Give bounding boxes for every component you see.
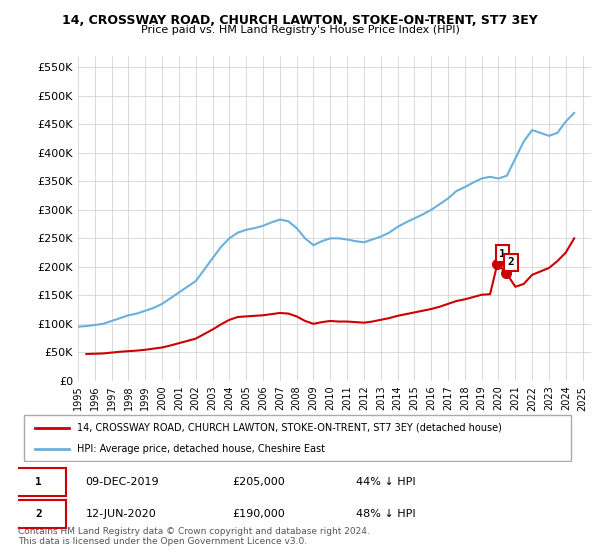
Text: HPI: Average price, detached house, Cheshire East: HPI: Average price, detached house, Ches… bbox=[77, 444, 325, 454]
Text: 14, CROSSWAY ROAD, CHURCH LAWTON, STOKE-ON-TRENT, ST7 3EY (detached house): 14, CROSSWAY ROAD, CHURCH LAWTON, STOKE-… bbox=[77, 423, 502, 433]
Text: £190,000: £190,000 bbox=[232, 509, 285, 519]
FancyBboxPatch shape bbox=[23, 416, 571, 461]
Text: 2: 2 bbox=[508, 257, 514, 267]
Text: 2: 2 bbox=[35, 509, 42, 519]
Text: Contains HM Land Registry data © Crown copyright and database right 2024.
This d: Contains HM Land Registry data © Crown c… bbox=[18, 526, 370, 546]
Text: £205,000: £205,000 bbox=[232, 477, 285, 487]
Text: 1: 1 bbox=[499, 249, 506, 259]
Text: 09-DEC-2019: 09-DEC-2019 bbox=[86, 477, 160, 487]
Text: 14, CROSSWAY ROAD, CHURCH LAWTON, STOKE-ON-TRENT, ST7 3EY: 14, CROSSWAY ROAD, CHURCH LAWTON, STOKE-… bbox=[62, 14, 538, 27]
FancyBboxPatch shape bbox=[13, 468, 66, 496]
FancyBboxPatch shape bbox=[13, 500, 66, 528]
Text: Price paid vs. HM Land Registry's House Price Index (HPI): Price paid vs. HM Land Registry's House … bbox=[140, 25, 460, 35]
Text: 1: 1 bbox=[35, 477, 42, 487]
Text: 44% ↓ HPI: 44% ↓ HPI bbox=[356, 477, 416, 487]
Text: 48% ↓ HPI: 48% ↓ HPI bbox=[356, 509, 416, 519]
Text: 12-JUN-2020: 12-JUN-2020 bbox=[86, 509, 157, 519]
